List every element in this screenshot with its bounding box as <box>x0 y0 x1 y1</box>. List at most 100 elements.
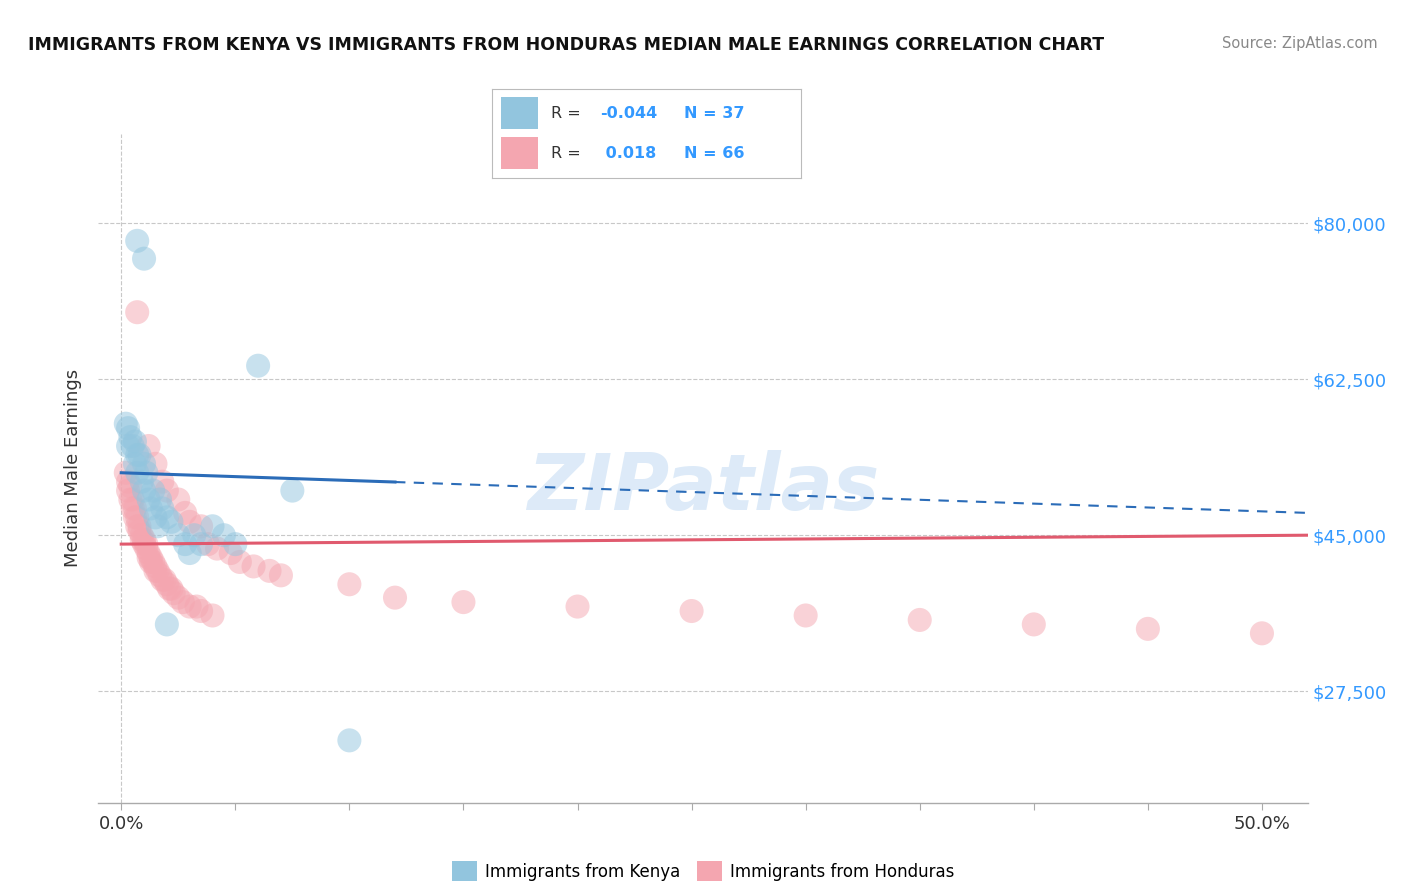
Point <box>120 430 142 444</box>
Point <box>681 604 703 618</box>
Point <box>135 466 157 480</box>
Point <box>121 501 143 516</box>
Point <box>114 417 136 431</box>
Point <box>224 537 246 551</box>
Point <box>150 501 173 516</box>
Point <box>156 483 179 498</box>
Point <box>247 359 270 373</box>
Point <box>121 439 143 453</box>
Point <box>1022 617 1045 632</box>
Point <box>201 608 224 623</box>
Point <box>1251 626 1274 640</box>
Point <box>384 591 406 605</box>
Point <box>179 546 201 560</box>
Point <box>201 519 224 533</box>
Point <box>908 613 931 627</box>
Text: 0.018: 0.018 <box>600 146 657 161</box>
Text: -0.044: -0.044 <box>600 106 658 120</box>
Point <box>794 608 817 623</box>
Point <box>117 421 139 435</box>
Point <box>229 555 252 569</box>
Point <box>146 564 169 578</box>
Point <box>163 586 186 600</box>
Point <box>453 595 475 609</box>
Point <box>186 599 208 614</box>
Point <box>139 550 162 565</box>
Point <box>124 510 146 524</box>
Point <box>156 510 179 524</box>
Point <box>117 439 139 453</box>
Point <box>135 537 157 551</box>
Point <box>127 466 149 480</box>
Point <box>160 582 183 596</box>
Point <box>190 519 212 533</box>
Point <box>190 537 212 551</box>
Point <box>139 501 162 516</box>
Point <box>114 466 136 480</box>
Point <box>174 537 197 551</box>
Point <box>145 559 167 574</box>
Text: ZIPatlas: ZIPatlas <box>527 450 879 526</box>
Point <box>156 577 179 591</box>
Point <box>127 234 149 248</box>
Point <box>156 617 179 632</box>
FancyBboxPatch shape <box>502 97 538 129</box>
Point <box>281 483 304 498</box>
Point <box>132 483 155 498</box>
Point <box>197 537 219 551</box>
Text: R =: R = <box>551 146 581 161</box>
Point <box>120 479 142 493</box>
Point <box>190 604 212 618</box>
Text: N = 66: N = 66 <box>683 146 744 161</box>
Point <box>337 733 360 747</box>
Point <box>138 439 160 453</box>
Legend: Immigrants from Kenya, Immigrants from Honduras: Immigrants from Kenya, Immigrants from H… <box>444 855 962 888</box>
Point <box>128 519 150 533</box>
Point <box>179 599 201 614</box>
Point <box>145 510 167 524</box>
FancyBboxPatch shape <box>502 137 538 169</box>
Point <box>135 541 157 556</box>
Point <box>153 573 176 587</box>
Y-axis label: Median Male Earnings: Median Male Earnings <box>63 369 82 567</box>
Point <box>212 528 235 542</box>
Point <box>127 510 149 524</box>
Point <box>174 506 197 520</box>
Point <box>167 492 190 507</box>
Point <box>145 457 167 471</box>
Point <box>337 577 360 591</box>
Point <box>270 568 292 582</box>
Point <box>1136 622 1159 636</box>
Point <box>150 573 173 587</box>
Point <box>139 555 162 569</box>
Point <box>117 475 139 489</box>
Point <box>128 524 150 538</box>
Point <box>172 595 194 609</box>
Point <box>567 599 589 614</box>
Point <box>146 519 169 533</box>
Point <box>138 492 160 507</box>
Point <box>117 483 139 498</box>
Point <box>142 483 165 498</box>
Point <box>145 564 167 578</box>
Text: IMMIGRANTS FROM KENYA VS IMMIGRANTS FROM HONDURAS MEDIAN MALE EARNINGS CORRELATI: IMMIGRANTS FROM KENYA VS IMMIGRANTS FROM… <box>28 36 1104 54</box>
Point <box>132 252 155 266</box>
Point <box>242 559 264 574</box>
Point <box>132 457 155 471</box>
Point <box>131 475 153 489</box>
Point <box>150 475 173 489</box>
Point <box>127 305 149 319</box>
Text: R =: R = <box>551 106 581 120</box>
Point <box>149 492 172 507</box>
Point <box>127 448 149 462</box>
Point <box>167 528 190 542</box>
Point <box>179 515 201 529</box>
Point <box>138 550 160 565</box>
Point <box>205 541 228 556</box>
Point <box>132 533 155 547</box>
Point <box>124 501 146 516</box>
Text: Source: ZipAtlas.com: Source: ZipAtlas.com <box>1222 36 1378 51</box>
Point <box>219 546 242 560</box>
Point <box>259 564 281 578</box>
Point <box>120 492 142 507</box>
